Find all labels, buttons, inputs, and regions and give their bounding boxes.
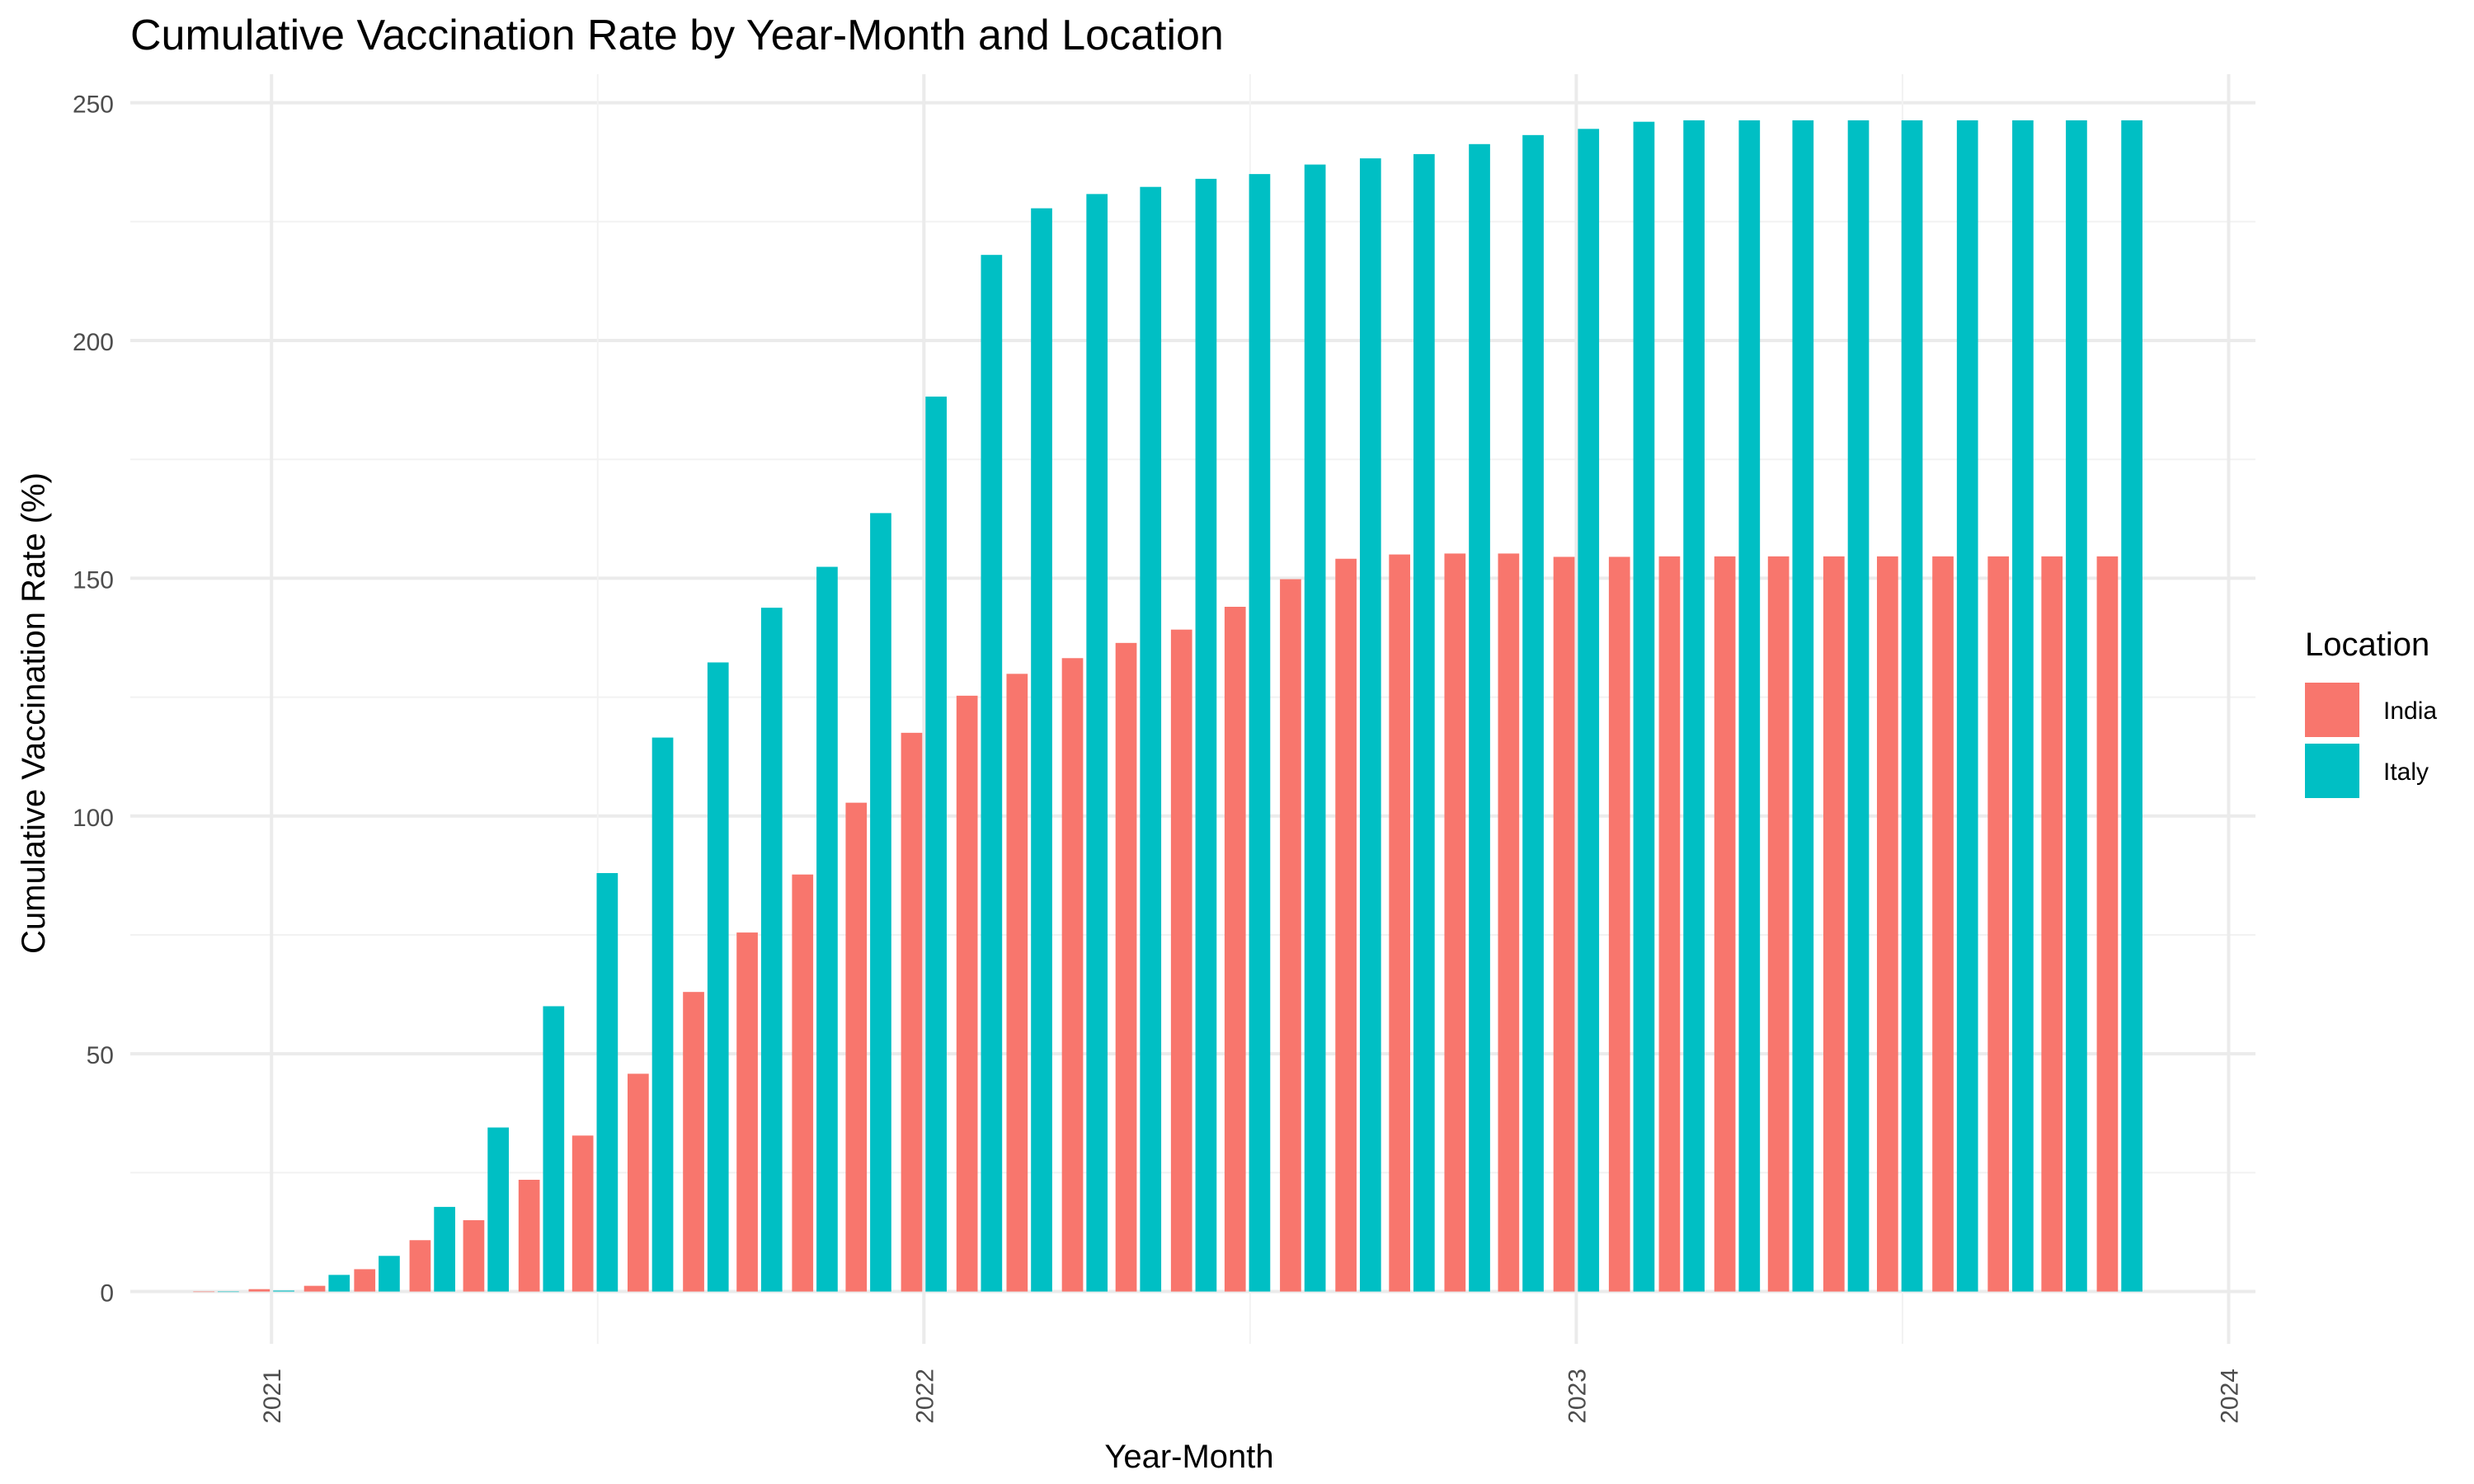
bar-italy-2021-04 <box>434 1206 455 1292</box>
bar-italy-2022-12 <box>1522 134 1544 1292</box>
bar-italy-2022-02 <box>981 255 1003 1292</box>
bar-italy-2021-08 <box>651 737 674 1292</box>
bar-italy-2023-04 <box>1738 120 1761 1292</box>
x-axis-label: Year-Month <box>1104 1439 1273 1475</box>
bar-india-2023-07 <box>1877 556 1898 1292</box>
bar-india-2021-03 <box>354 1269 376 1292</box>
bar-italy-2023-06 <box>1847 120 1870 1292</box>
bar-italy-2023-05 <box>1792 120 1814 1292</box>
bar-italy-2022-07 <box>1249 174 1271 1292</box>
bar-italy-2022-09 <box>1359 158 1381 1292</box>
bar-india-2021-02 <box>303 1285 326 1292</box>
bar-india-2022-08 <box>1280 579 1301 1292</box>
bar-italy-2021-01 <box>273 1290 294 1292</box>
bar-india-2023-01 <box>1553 556 1575 1292</box>
y-tick-label: 0 <box>100 1280 114 1308</box>
bar-india-2022-03 <box>1006 674 1028 1292</box>
bar-india-2023-02 <box>1608 556 1630 1292</box>
bars <box>193 120 2142 1293</box>
bar-italy-2020-12 <box>218 1291 239 1293</box>
bar-india-2021-10 <box>736 932 758 1292</box>
bar-india-2022-04 <box>1061 658 1084 1292</box>
bar-italy-2021-11 <box>816 566 838 1292</box>
bar-italy-2023-03 <box>1683 120 1705 1292</box>
bar-india-2022-05 <box>1115 642 1137 1292</box>
bar-italy-2022-03 <box>1031 208 1052 1292</box>
bar-india-2023-06 <box>1823 556 1845 1292</box>
bar-india-2020-12 <box>193 1291 215 1293</box>
y-axis-label: Cumulative Vaccination Rate (%) <box>16 472 52 954</box>
bar-india-2022-12 <box>1498 553 1520 1292</box>
bar-india-2021-07 <box>571 1135 594 1292</box>
bar-india-2022-02 <box>956 695 978 1292</box>
bar-india-2021-05 <box>463 1220 485 1292</box>
legend-key-italy <box>2305 744 2359 798</box>
x-tick-label: 2022 <box>911 1369 938 1424</box>
bar-india-2023-04 <box>1714 556 1736 1292</box>
bar-italy-2021-03 <box>379 1256 400 1292</box>
bar-india-2022-10 <box>1389 554 1410 1292</box>
x-axis-ticks: 2021 2022 2023 2024 <box>259 1369 2243 1424</box>
bar-italy-2022-01 <box>925 397 947 1292</box>
chart-title: Cumulative Vaccination Rate by Year-Mont… <box>130 12 1224 59</box>
bar-italy-2023-01 <box>1578 129 1600 1292</box>
bar-india-2022-07 <box>1224 606 1246 1292</box>
bar-india-2022-11 <box>1444 553 1466 1292</box>
x-tick-label: 2024 <box>2216 1369 2243 1424</box>
bar-italy-2021-12 <box>870 513 891 1292</box>
bar-india-2022-06 <box>1170 629 1192 1292</box>
bar-india-2021-01 <box>248 1289 270 1292</box>
bar-italy-2022-04 <box>1086 194 1108 1292</box>
bar-india-2021-12 <box>845 802 868 1292</box>
y-tick-label: 50 <box>87 1042 114 1069</box>
bar-india-2023-11 <box>2096 556 2119 1292</box>
bar-india-2021-09 <box>683 992 704 1292</box>
bar-italy-2023-02 <box>1633 121 1655 1292</box>
bar-italy-2022-11 <box>1469 143 1490 1292</box>
y-tick-label: 250 <box>73 92 114 119</box>
bar-italy-2022-10 <box>1413 153 1435 1292</box>
bar-italy-2021-10 <box>760 608 783 1292</box>
bar-india-2021-04 <box>409 1240 431 1292</box>
legend-key-india <box>2305 683 2359 737</box>
bar-india-2021-11 <box>792 874 814 1292</box>
y-tick-label: 100 <box>73 805 114 832</box>
bar-india-2023-05 <box>1767 556 1790 1292</box>
bar-italy-2021-05 <box>487 1127 509 1292</box>
bar-italy-2023-08 <box>1956 120 1978 1292</box>
bar-italy-2023-09 <box>2012 120 2034 1292</box>
bar-italy-2023-07 <box>1901 120 1923 1292</box>
bar-italy-2021-09 <box>707 662 729 1292</box>
bar-italy-2023-11 <box>2121 120 2142 1292</box>
y-tick-label: 200 <box>73 329 114 356</box>
bar-india-2023-09 <box>1987 556 2010 1292</box>
bar-italy-2021-02 <box>328 1275 350 1292</box>
bar-india-2023-08 <box>1932 556 1954 1292</box>
bar-italy-2021-07 <box>596 872 618 1292</box>
legend-title: Location <box>2305 627 2429 663</box>
bar-italy-2022-08 <box>1304 164 1326 1292</box>
bar-india-2023-03 <box>1658 556 1681 1292</box>
legend: Location India Italy <box>2305 627 2437 798</box>
legend-label-india: India <box>2383 697 2437 725</box>
bar-india-2023-10 <box>2041 556 2063 1292</box>
bar-india-2022-09 <box>1335 558 1357 1292</box>
x-tick-label: 2023 <box>1564 1369 1591 1424</box>
bar-india-2021-06 <box>518 1180 540 1292</box>
y-tick-label: 150 <box>73 566 114 594</box>
legend-label-italy: Italy <box>2383 758 2429 786</box>
bar-italy-2022-05 <box>1140 186 1162 1292</box>
bar-india-2022-01 <box>901 732 923 1292</box>
bar-italy-2022-06 <box>1195 178 1217 1292</box>
bar-italy-2021-06 <box>543 1006 565 1292</box>
x-tick-label: 2021 <box>259 1369 286 1424</box>
bar-india-2021-08 <box>628 1073 649 1292</box>
bar-italy-2023-10 <box>2066 120 2087 1292</box>
y-axis-ticks: 0 50 100 150 200 250 <box>73 92 114 1308</box>
